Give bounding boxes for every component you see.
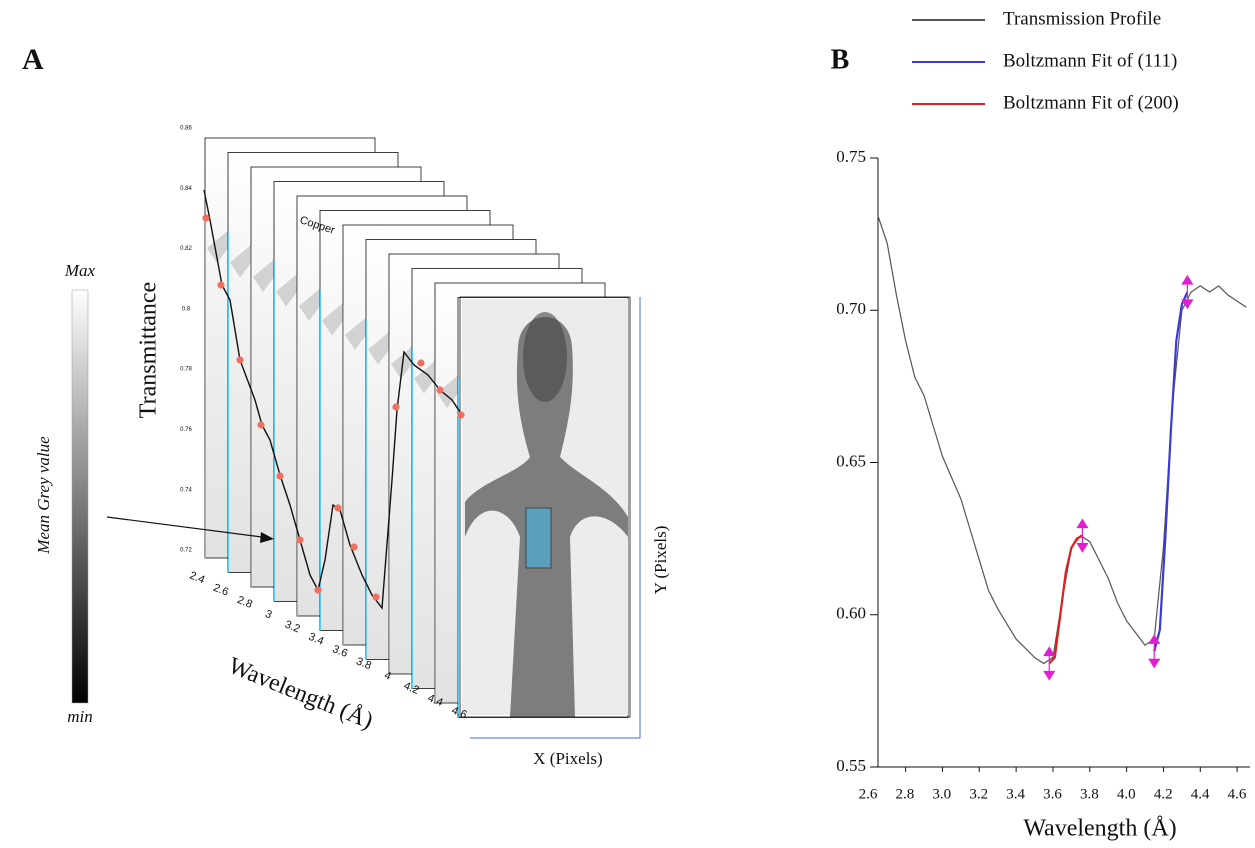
transmittance-tick-label: 0.78 <box>180 367 192 373</box>
wavelength-tick-label: 4.6 <box>450 704 469 721</box>
sample-point <box>276 472 284 480</box>
wavelength-tick-label: 3.8 <box>354 655 373 672</box>
wavelength-tick-label: 2.4 <box>188 569 207 586</box>
x-tick-label: 3.8 <box>1080 786 1099 802</box>
colorbar-label: Mean Grey value <box>34 436 53 555</box>
x-tick-label: 3.2 <box>969 786 988 802</box>
fit-bound-marker <box>1181 274 1194 310</box>
series-line <box>1048 534 1083 665</box>
image-frame <box>459 296 631 718</box>
y-axis-label: Transmittance <box>136 282 162 418</box>
x-tick-label: 4.2 <box>1154 786 1173 802</box>
panel-a: A Max min Mean Grey value Transmittance … <box>22 43 670 768</box>
series-line <box>1153 291 1189 652</box>
sample-point <box>436 386 444 394</box>
legend-label: Transmission Profile <box>1003 8 1161 29</box>
x-axis-label: Wavelength (Å) <box>1023 816 1176 842</box>
wavelength-tick-label: 3 <box>263 608 273 621</box>
sample-point <box>372 593 380 601</box>
sample-point <box>236 356 244 364</box>
sample-point <box>314 586 322 594</box>
transmittance-tick-label: 0.86 <box>180 126 192 132</box>
sample-point <box>257 421 265 429</box>
image-y-label: Y (Pixels) <box>651 526 670 595</box>
colorbar <box>71 289 89 704</box>
x-tick-label: 2.6 <box>859 786 878 802</box>
panel-label: B <box>831 44 850 75</box>
image-x-label: X (Pixels) <box>533 749 602 768</box>
sample-point <box>334 504 342 512</box>
transmittance-tick-label: 0.76 <box>180 427 192 433</box>
wavelength-tick-label: 4 <box>382 669 392 682</box>
x-axis-label: Wavelength (Å) <box>225 653 377 735</box>
x-tick-label: 3.0 <box>932 786 951 802</box>
transmittance-tick-label: 0.82 <box>180 246 192 252</box>
x-tick-label: 3.4 <box>1006 786 1025 802</box>
sample-point <box>296 536 304 544</box>
colorbar-max: Max <box>64 261 96 280</box>
pointer-arrow <box>106 516 263 538</box>
image-bracket <box>470 297 641 739</box>
x-tick-label: 4.4 <box>1191 786 1210 802</box>
copper-head <box>523 312 567 402</box>
wavelength-tick-label: 2.6 <box>212 582 231 599</box>
transmittance-curve <box>203 189 463 610</box>
transmittance-tick-label: 0.74 <box>180 487 192 493</box>
panel-b: B Wavelength (Å) 0.55 0.60 0.65 0.70 0.75 2.6… <box>831 8 1250 842</box>
wavelength-tick-label: 3.6 <box>331 643 350 660</box>
panel-label: A <box>22 43 44 76</box>
wavelength-tick-label: 4.4 <box>426 692 445 709</box>
pointer-arrowhead <box>260 532 274 543</box>
fit-bound-marker <box>1043 646 1056 681</box>
transmittance-tick-label: 0.72 <box>180 548 192 554</box>
fit-bound-marker <box>1076 518 1089 553</box>
sample-point <box>350 543 358 551</box>
legend-label: Boltzmann Fit of (200) <box>1003 92 1179 113</box>
transmittance-tick-label: 0.84 <box>180 186 192 192</box>
fit-bound-marker <box>1148 634 1161 669</box>
x-tick-label: 2.8 <box>896 786 915 802</box>
sample-point <box>202 214 210 222</box>
y-tick-label: 0.75 <box>836 147 866 166</box>
sample-point <box>217 281 225 289</box>
wavelength-tick-label: 2.8 <box>235 594 254 611</box>
transmittance-tick-label: 0.8 <box>182 306 191 312</box>
wavelength-tick-label: 4.2 <box>402 680 421 697</box>
y-tick-label: 0.55 <box>836 756 866 775</box>
x-tick-label: 4.6 <box>1228 786 1247 802</box>
legend-label: Boltzmann Fit of (111) <box>1003 50 1177 71</box>
y-tick-label: 0.60 <box>836 604 866 623</box>
y-tick-label: 0.70 <box>836 299 866 318</box>
wavelength-tick-label: 3.4 <box>307 631 326 648</box>
x-tick-label: 4.0 <box>1117 786 1136 802</box>
sample-point <box>392 403 400 411</box>
sample-point <box>457 411 465 419</box>
roi <box>525 507 552 569</box>
wavelength-tick-label: 3.2 <box>283 619 302 636</box>
sample-point <box>417 359 425 367</box>
y-tick-label: 0.65 <box>836 451 866 470</box>
colorbar-min: min <box>67 707 93 726</box>
x-tick-label: 3.6 <box>1043 786 1062 802</box>
frame-stack <box>204 137 631 718</box>
